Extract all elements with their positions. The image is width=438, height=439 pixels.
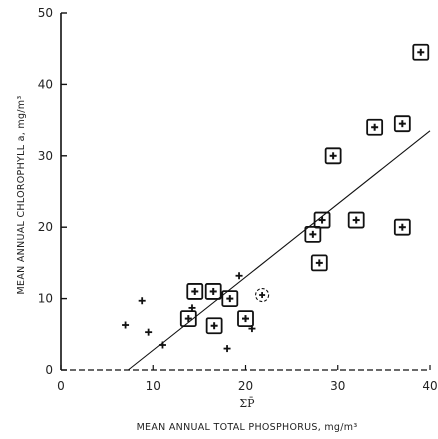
y-tick-label: 10	[38, 292, 53, 306]
x-ticks: 0 10 20 30 40	[57, 365, 438, 393]
circled-plus-point	[255, 287, 270, 303]
boxed-plus-point	[204, 283, 222, 300]
boxed-plus-point	[366, 118, 384, 136]
trend-line	[128, 130, 431, 371]
x-tick-label: 20	[238, 379, 253, 393]
boxed-plus-point	[393, 218, 411, 236]
plus-point	[188, 304, 196, 312]
y-tick-label: 0	[45, 363, 53, 377]
boxed-plus-point	[324, 147, 342, 165]
x-tick-label: 40	[422, 379, 437, 393]
y-tick-label: 30	[38, 149, 53, 163]
x-tick-label: 30	[330, 379, 345, 393]
plus-point	[223, 345, 231, 353]
x-tick-label: 10	[146, 379, 161, 393]
boxed-plus-point	[237, 310, 254, 327]
x-tick-label: 0	[57, 379, 65, 393]
x-axis-sublabel: ΣP̄	[239, 397, 255, 410]
boxed-plus-point	[205, 317, 223, 335]
data-points	[122, 43, 430, 353]
plus-point	[138, 297, 146, 305]
y-ticks: 0 10 20 30 40 50	[38, 6, 67, 377]
plus-point	[235, 272, 243, 280]
boxed-plus-point	[412, 43, 430, 61]
plus-point	[158, 341, 166, 349]
boxed-plus-point	[221, 290, 239, 308]
boxed-plus-point	[304, 225, 322, 243]
x-axis-title: MEAN ANNUAL TOTAL PHOSPHORUS, mg/m³	[137, 422, 358, 433]
y-tick-label: 40	[38, 77, 53, 91]
boxed-plus-point	[347, 211, 365, 229]
y-tick-label: 20	[38, 220, 53, 234]
plus-point	[122, 321, 130, 329]
y-tick-label: 50	[38, 6, 53, 20]
plus-point	[145, 328, 153, 336]
plus-point	[248, 325, 256, 333]
y-axis-title: MEAN ANNUAL CHLOROPHYLL a, mg/m³	[16, 96, 27, 295]
boxed-plus-point	[186, 283, 204, 300]
boxed-plus-point	[393, 115, 411, 133]
boxed-plus-point	[179, 310, 197, 327]
boxed-plus-point	[313, 211, 331, 229]
boxed-plus-point	[310, 254, 328, 272]
